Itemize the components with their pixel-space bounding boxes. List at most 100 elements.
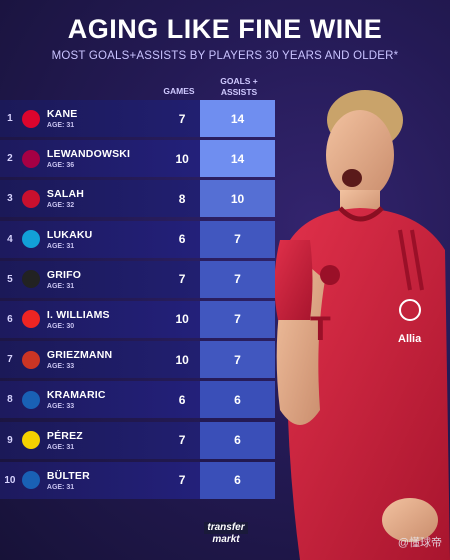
svg-text:Allia: Allia [398, 333, 422, 345]
row-main: 7 GRIEZMANN AGE: 33 10 [0, 341, 200, 379]
player-name: GRIEZMANN [46, 349, 113, 362]
games-value: 7 [178, 433, 186, 447]
player-age: AGE: 33 [46, 363, 75, 371]
player-info: SALAH AGE: 32 [47, 188, 164, 209]
games-value: 8 [178, 191, 186, 206]
games-value: 7 [178, 111, 186, 126]
player-name: PÉREZ [46, 429, 83, 442]
row-main: 1 KANE AGE: 31 7 [0, 100, 200, 137]
row-main: 2 LEWANDOWSKI AGE: 36 10 [0, 140, 200, 178]
goals-assists-value: 14 [200, 100, 275, 137]
rank-number: 5 [7, 273, 13, 285]
rank-number: 7 [7, 354, 13, 366]
player-age: AGE: 31 [46, 242, 75, 250]
goals-assists-value: 6 [200, 421, 275, 459]
games-value: 6 [178, 232, 186, 247]
player-name: KRAMARIC [46, 389, 106, 402]
watermark: @懂球帝 [397, 537, 442, 549]
player-age: AGE: 36 [46, 162, 75, 170]
games-column-header: GAMES [163, 86, 195, 96]
svg-text:T: T [310, 310, 331, 348]
rank-number: 2 [7, 153, 13, 165]
table-row: 8 KRAMARIC AGE: 33 6 6 [0, 381, 278, 419]
player-name: LEWANDOWSKI [46, 148, 131, 161]
hoffenheim-crest-icon [21, 390, 40, 409]
goals-assists-value: 7 [200, 260, 275, 298]
player-age: AGE: 31 [46, 122, 75, 129]
goals-assists-value: 7 [200, 220, 275, 258]
table-row: 4 LUKAKU AGE: 31 6 7 [0, 220, 278, 258]
row-main: 5 GRIFO AGE: 31 7 [0, 260, 200, 298]
goals-assists-value: 7 [200, 341, 275, 379]
player-age: AGE: 33 [46, 403, 75, 411]
games-value: 6 [178, 392, 186, 407]
row-main: 4 LUKAKU AGE: 31 6 [0, 220, 200, 258]
row-main: 10 BÜLTER AGE: 31 7 [0, 461, 200, 499]
rank-number: 1 [7, 113, 13, 124]
player-name: BÜLTER [46, 469, 90, 482]
logo-top-text: transfer [204, 522, 248, 534]
player-photo: T Allia [274, 90, 450, 560]
row-main: 6 I. WILLIAMS AGE: 30 10 [0, 300, 200, 338]
player-name: SALAH [46, 188, 85, 201]
player-info: PÉREZ AGE: 31 [47, 430, 164, 451]
rank-number: 4 [7, 233, 13, 245]
games-value: 10 [175, 151, 189, 166]
player-age: AGE: 31 [46, 443, 75, 451]
games-value: 10 [175, 312, 189, 327]
rank-number: 3 [7, 193, 13, 205]
games-value: 7 [178, 272, 186, 287]
rank-number: 10 [4, 474, 16, 486]
player-info: GRIFO AGE: 31 [47, 269, 164, 290]
games-value: 7 [178, 473, 186, 488]
rank-number: 6 [7, 313, 13, 325]
rank-number: 9 [7, 434, 13, 446]
player-info: LUKAKU AGE: 31 [47, 229, 164, 250]
athletic-crest-icon [21, 310, 40, 329]
player-age: AGE: 31 [46, 282, 75, 290]
goals-assists-value: 7 [200, 300, 275, 338]
hoffenheim-crest-icon [21, 471, 40, 490]
games-value: 10 [175, 352, 189, 367]
goals-assists-value: 6 [200, 461, 275, 499]
player-name: KANE [46, 108, 78, 120]
table-row: 2 LEWANDOWSKI AGE: 36 10 14 [0, 140, 278, 178]
player-info: KRAMARIC AGE: 33 [47, 389, 164, 410]
player-age: AGE: 31 [46, 483, 75, 491]
player-name: LUKAKU [46, 228, 93, 241]
villarreal-crest-icon [21, 431, 40, 449]
bayern-crest-icon [21, 109, 40, 128]
player-info: KANE AGE: 31 [47, 108, 164, 129]
goals-assists-column-header: GOALS + ASSISTS [220, 76, 258, 97]
atletico-crest-icon [21, 350, 40, 369]
goals-assists-value: 14 [200, 140, 275, 178]
table-row: 9 PÉREZ AGE: 31 7 6 [0, 421, 278, 459]
goals-assists-value: 10 [200, 180, 275, 218]
napoli-crest-icon [21, 230, 40, 249]
table-row: 1 KANE AGE: 31 7 14 [0, 100, 278, 137]
table-row: 3 SALAH AGE: 32 8 10 [0, 180, 278, 218]
transfermarkt-logo: transfer markt [196, 520, 256, 548]
player-info: GRIEZMANN AGE: 33 [47, 349, 164, 370]
row-main: 3 SALAH AGE: 32 8 [0, 180, 200, 218]
player-age: AGE: 32 [46, 202, 75, 210]
freiburg-crest-icon [21, 270, 40, 289]
page-title: AGING LIKE FINE WINE [67, 14, 383, 44]
player-info: LEWANDOWSKI AGE: 36 [47, 148, 164, 169]
logo-bottom-text: markt [212, 534, 240, 545]
player-info: BÜLTER AGE: 31 [47, 470, 164, 491]
table-row: 7 GRIEZMANN AGE: 33 10 7 [0, 341, 278, 379]
liverpool-crest-icon [21, 189, 40, 208]
player-name: GRIFO [46, 268, 82, 281]
rank-number: 8 [7, 394, 13, 406]
player-name: I. WILLIAMS [46, 308, 110, 321]
row-main: 9 PÉREZ AGE: 31 7 [0, 421, 200, 459]
ranking-table: 1 KANE AGE: 31 7 14 2 LEWANDOWSKI AGE: 36 10 14 3 S… [0, 100, 278, 502]
table-row: 6 I. WILLIAMS AGE: 30 10 7 [0, 300, 278, 338]
goals-assists-value: 6 [200, 381, 275, 419]
player-info: I. WILLIAMS AGE: 30 [47, 309, 164, 330]
table-row: 5 GRIFO AGE: 31 7 7 [0, 260, 278, 298]
table-row: 10 BÜLTER AGE: 31 7 6 [0, 461, 278, 499]
player-age: AGE: 30 [46, 322, 75, 330]
barcelona-crest-icon [21, 149, 40, 168]
